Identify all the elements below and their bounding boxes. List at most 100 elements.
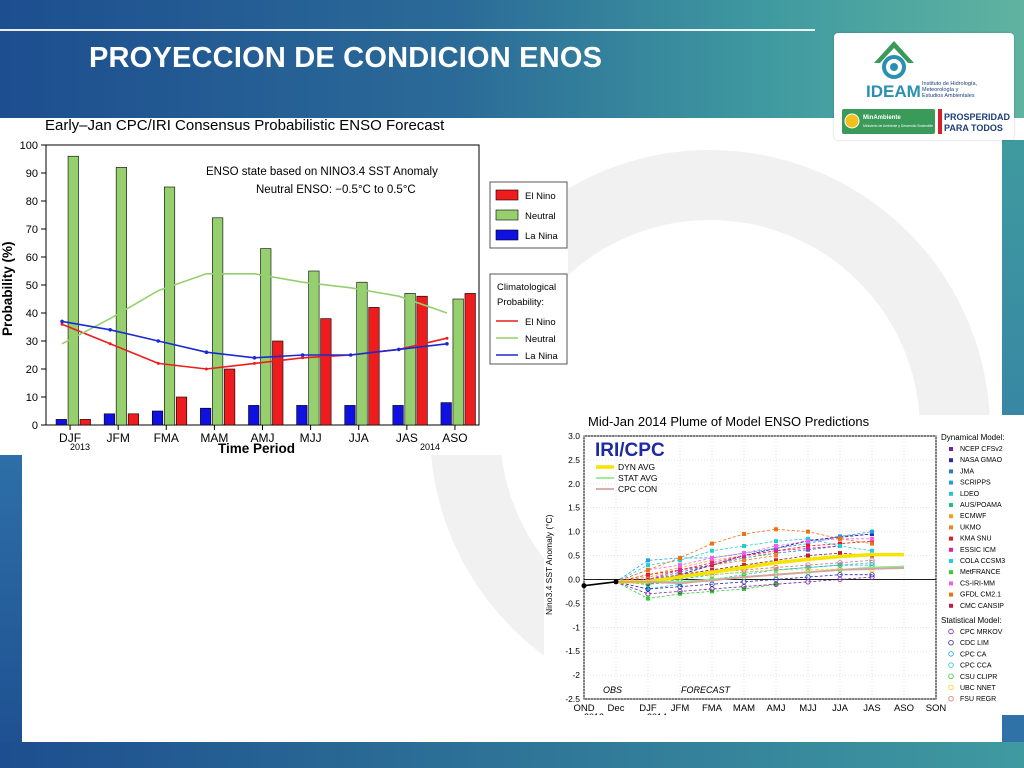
logo-institute-line-1: Instituto de Hidrología, (922, 81, 978, 87)
chart1-xtick-label: AMJ (251, 431, 275, 445)
chart2-model-point-gfdl-cm2-1 (742, 532, 746, 537)
ministry-badge (842, 109, 935, 134)
chart2-dynamical-swatch-kma-snu (949, 536, 953, 541)
bottom-band (0, 742, 1024, 768)
chart2-model-point-ecmwf (774, 551, 778, 556)
chart1-bar-el-nino (464, 293, 476, 426)
chart1-ytick-label: 30 (26, 336, 38, 348)
chart2-dynamical-swatch-jma (949, 469, 953, 474)
logo-institute-line-2: Meteorología y (922, 87, 959, 93)
chart1-bar-la-nina (440, 402, 452, 426)
chart2-dynamical-label-cs-iri-mm: CS-IRI-MM (960, 580, 995, 587)
chart1-bar-el-nino (127, 413, 139, 426)
slogan-line-2: PARA TODOS (944, 123, 1003, 133)
chart1-climatology-point-la-nina (252, 356, 257, 360)
chart2-model-point-gfdl-cm2-1 (646, 567, 650, 572)
chart2-model-point-ukmo (742, 558, 746, 563)
chart1-title: Early–Jan CPC/IRI Consensus Probabilisti… (45, 118, 445, 134)
chart2-model-point-cola-ccsm3 (646, 563, 650, 568)
chart1-bar-la-nina (392, 405, 404, 426)
chart2-xtick-label: Dec (608, 703, 625, 714)
chart1-xtick-label: JFM (107, 431, 130, 445)
chart1-climatology-point-el-nino (445, 336, 449, 340)
chart2-dynamical-swatch-ncep-cfsv2 (949, 447, 953, 451)
chart2-model-point-metfrance (646, 596, 650, 601)
chart1-ytick-label: 50 (26, 280, 38, 292)
chart2-model-point-gfdl-cm2-1 (774, 527, 778, 532)
chart1-bar-el-nino (175, 396, 188, 426)
chart1-climatology-point-el-nino (204, 367, 208, 371)
chart1-bar-la-nina (103, 413, 115, 426)
chart1-climatology-title-1: Climatological (497, 282, 556, 293)
chart2-model-point-kma-snu (710, 563, 714, 568)
chart1-climatology-point-el-nino (60, 322, 64, 326)
chart1-xtick-label: ASO (442, 431, 467, 445)
chart1-legend-label-neutral: Neutral (525, 211, 556, 222)
chart2-model-point-cs-iri-mm (710, 555, 714, 560)
chart1-ytick-label: 90 (26, 168, 38, 180)
chart1-climatology-point-la-nina (397, 347, 401, 352)
chart2-model-point-gfdl-cm2-1 (806, 529, 810, 534)
chart2-ytick-label: -2 (572, 670, 580, 680)
chart2-model-point-cs-iri-mm (806, 539, 810, 544)
chart1-bar-el-nino (224, 368, 236, 426)
chart2-model-point-kma-snu (806, 543, 810, 548)
chart2-model-point-kma-snu (838, 541, 842, 546)
chart2-ytick-label: 1.5 (568, 503, 580, 513)
chart2-dynamical-label-ukmo: UKMO (960, 524, 982, 531)
ideam-logo-box: IDEAM Instituto de Hidrología, Meteorolo… (834, 33, 1014, 140)
chart1-xtick-label: DJF (59, 431, 81, 445)
chart2-dynamical-label-cmc-cansip: CMC CANSIP (960, 603, 1004, 610)
chart2-statistical-swatch-cpc-ca (948, 651, 954, 657)
chart2-model-point-cola-ccsm3 (678, 558, 682, 563)
chart2-statistical-label-ubc-nnet: UBC NNET (960, 685, 997, 692)
chart2-average-line-dyn-avg (616, 552, 904, 584)
chart1-climatology-point-la-nina (204, 350, 209, 354)
chart1-xtick-label: MAM (200, 431, 228, 445)
chart1-climatology-point-la-nina (60, 319, 64, 324)
chart1-ytick-label: 70 (26, 224, 38, 236)
chart2-model-point-essic-icm (678, 567, 682, 572)
chart1-ytick-label: 0 (32, 420, 38, 432)
chart1-legend-label-el-nino: El Nino (525, 191, 556, 202)
ministry-sub: Ministerio de Ambiente y Desarrollo Sost… (863, 124, 933, 128)
chart1-climatology-point-el-nino (108, 342, 112, 346)
chart1-legend-swatch-la-nina (495, 229, 519, 241)
chart2-statistical-label-fsu-regr: FSU REGR (960, 696, 996, 703)
chart1-xtick-label: MJJ (300, 431, 322, 445)
chart2-forecast-label: FORECAST (681, 685, 732, 695)
chart1-climatology-point-el-nino (253, 361, 256, 365)
chart2-model-point-ubc-nnet (741, 569, 747, 575)
probabilistic-forecast-chart: Early–Jan CPC/IRI Consensus Probabilisti… (0, 117, 568, 456)
chart1-legend-label-la-nina: La Nina (525, 231, 558, 242)
chart2-dynamical-label-kma-snu: KMA SNU (960, 536, 992, 543)
chart2-xtick-label: AMJ (767, 703, 786, 714)
chart2-xtick-label: FMA (702, 703, 723, 714)
chart1-bar-neutral (115, 167, 127, 426)
chart1-bar-la-nina (248, 405, 260, 426)
chart1-ytick-label: 40 (26, 308, 38, 320)
chart2-model-point-cola-ccsm3 (806, 536, 810, 541)
chart2-dynamical-label-essic-icm: ESSIC ICM (960, 547, 996, 554)
chart2-model-line-metfrance (615, 581, 777, 599)
slogan-bar (938, 109, 942, 134)
chart2-model-point-cmc-cansip (806, 553, 810, 558)
chart1-climatology-label-la-nina: La Nina (525, 351, 558, 362)
chart1-legend-swatch-el-nino (495, 189, 519, 201)
chart2-statistical-label-cdc-lim: CDC LIM (960, 640, 989, 647)
chart1-bar-el-nino (272, 340, 284, 426)
chart2-statistical-label-csu-clipr: CSU CLIPR (960, 674, 997, 681)
chart2-model-point-cola-ccsm3 (710, 548, 714, 553)
chart2-dynamical-label-metfrance: MetFRANCE (960, 569, 1001, 576)
chart1-ylabel: Probability (%) (0, 241, 15, 336)
chart2-dynamical-swatch-cola-ccsm3 (949, 559, 953, 563)
chart1-bar-la-nina (200, 407, 212, 426)
chart2-observed-point (581, 583, 587, 589)
chart2-average-label-dyn-avg: DYN AVG (618, 462, 655, 472)
chart2-statistical-title: Statistical Model: (941, 616, 1001, 625)
chart1-bar-neutral (163, 186, 176, 426)
chart2-dynamical-swatch-ecmwf (949, 514, 953, 519)
chart2-dynamical-swatch-scripps (949, 480, 953, 485)
chart2-dynamical-label-nasa-gmao: NASA GMAO (960, 457, 1003, 464)
chart2-model-point-ecmwf (678, 565, 682, 570)
